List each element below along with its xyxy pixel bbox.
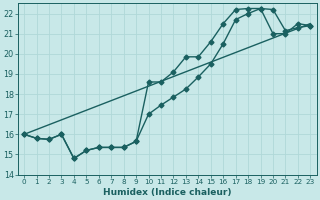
- X-axis label: Humidex (Indice chaleur): Humidex (Indice chaleur): [103, 188, 231, 197]
